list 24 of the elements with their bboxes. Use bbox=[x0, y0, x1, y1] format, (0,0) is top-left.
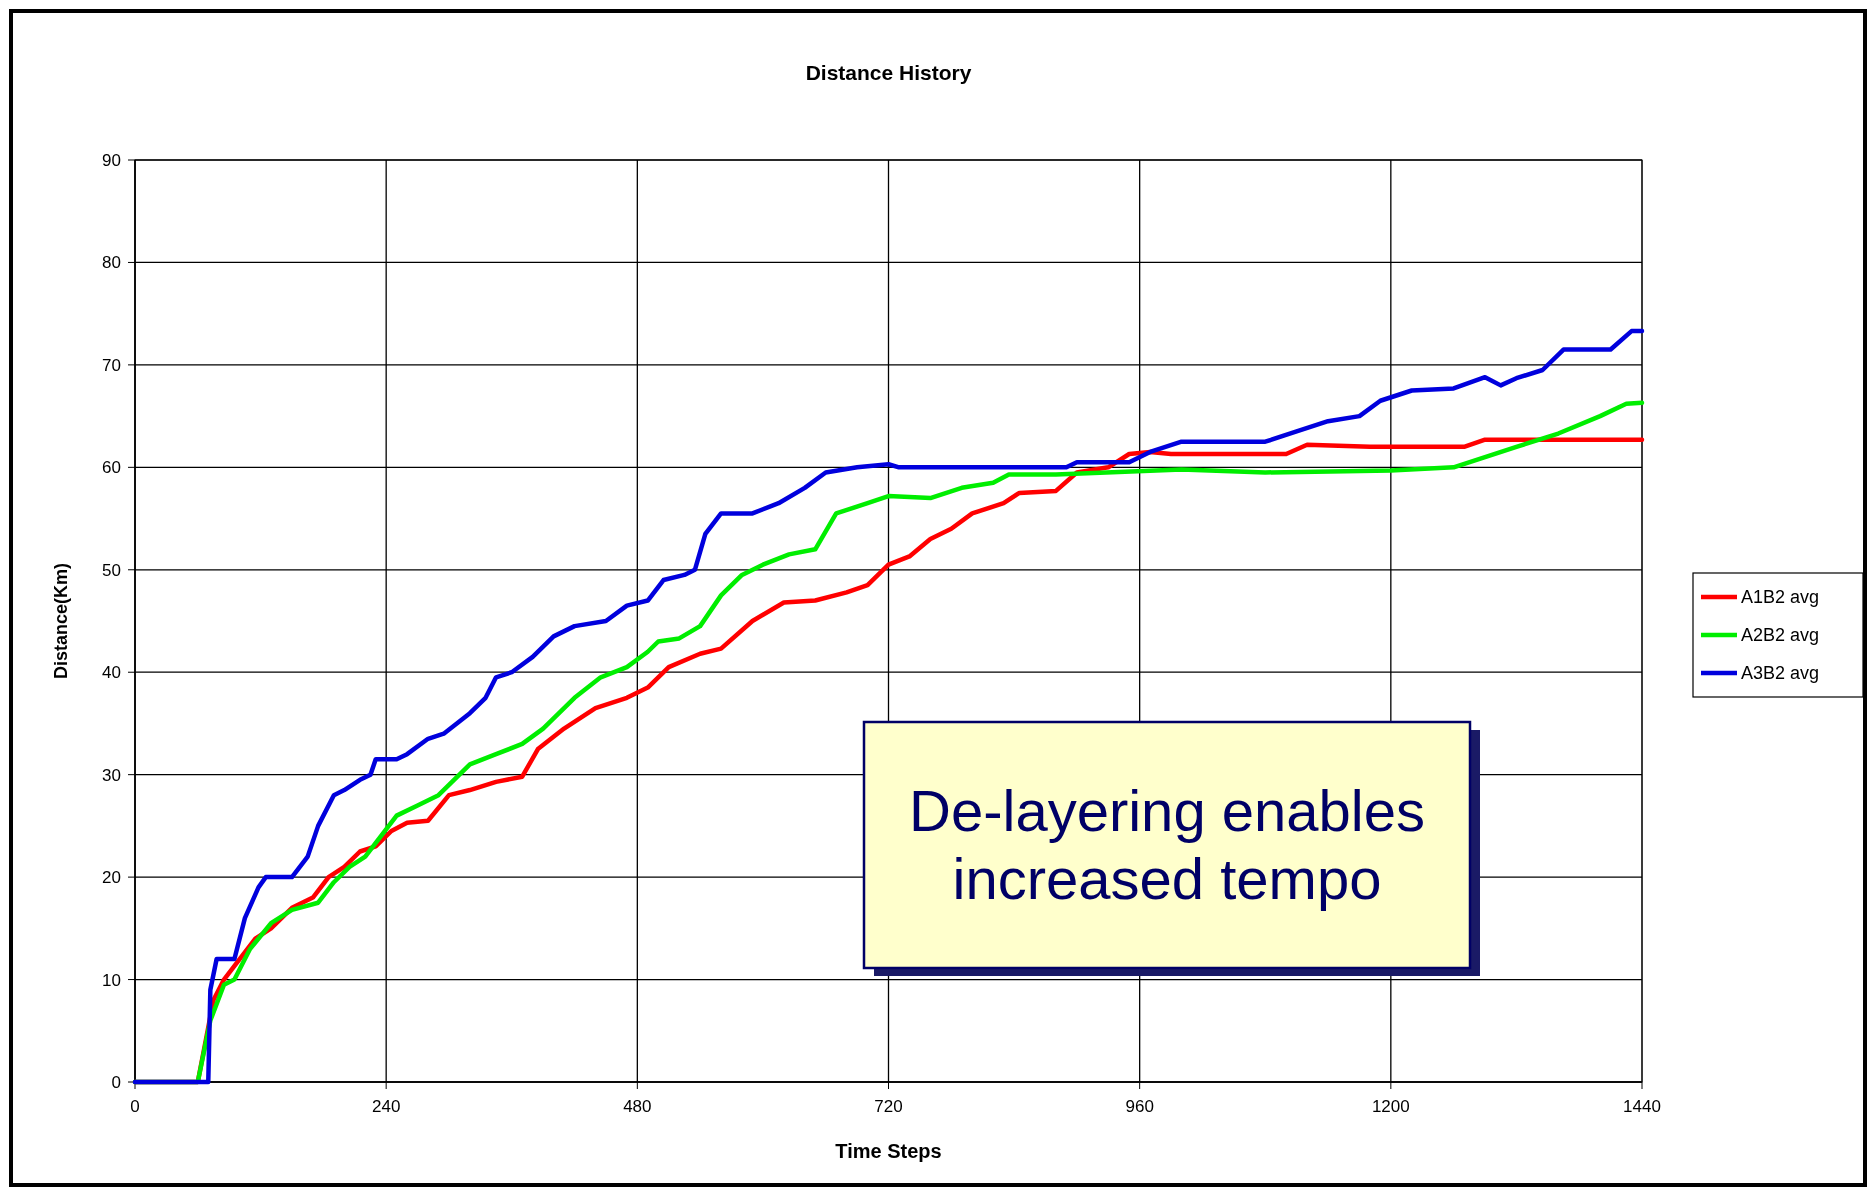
y-tick-label: 0 bbox=[111, 1072, 121, 1092]
x-tick-label: 1200 bbox=[1371, 1097, 1410, 1116]
x-tick-label: 960 bbox=[1125, 1097, 1154, 1116]
y-tick-label: 80 bbox=[102, 253, 121, 273]
y-tick-label: 40 bbox=[102, 663, 121, 683]
y-tick-label: 30 bbox=[102, 765, 121, 785]
y-tick-label: 50 bbox=[102, 560, 121, 580]
y-tick-label: 60 bbox=[102, 458, 121, 478]
x-tick-label: 480 bbox=[623, 1097, 652, 1116]
x-axis-title: Time Steps bbox=[835, 1140, 942, 1162]
annotation: De-layering enables increased tempo bbox=[909, 778, 1425, 912]
y-tick-label: 20 bbox=[102, 868, 121, 888]
chart-title: Distance History bbox=[805, 61, 972, 84]
legend-label: A3B2 avg bbox=[1741, 663, 1820, 684]
y-tick-label: 90 bbox=[102, 150, 121, 170]
x-tick-label: 240 bbox=[371, 1097, 401, 1116]
x-tick-label: 1440 bbox=[1623, 1097, 1661, 1116]
y-axis-title: Distance(Km) bbox=[51, 562, 71, 680]
legend-label: A2B2 avg bbox=[1741, 625, 1820, 646]
y-tick-label: 70 bbox=[102, 355, 121, 375]
x-tick-label: 720 bbox=[874, 1097, 903, 1116]
x-tick-label: 0 bbox=[130, 1097, 140, 1116]
y-tick-label: 10 bbox=[102, 970, 121, 990]
legend-label: A1B2 avg bbox=[1741, 587, 1820, 608]
